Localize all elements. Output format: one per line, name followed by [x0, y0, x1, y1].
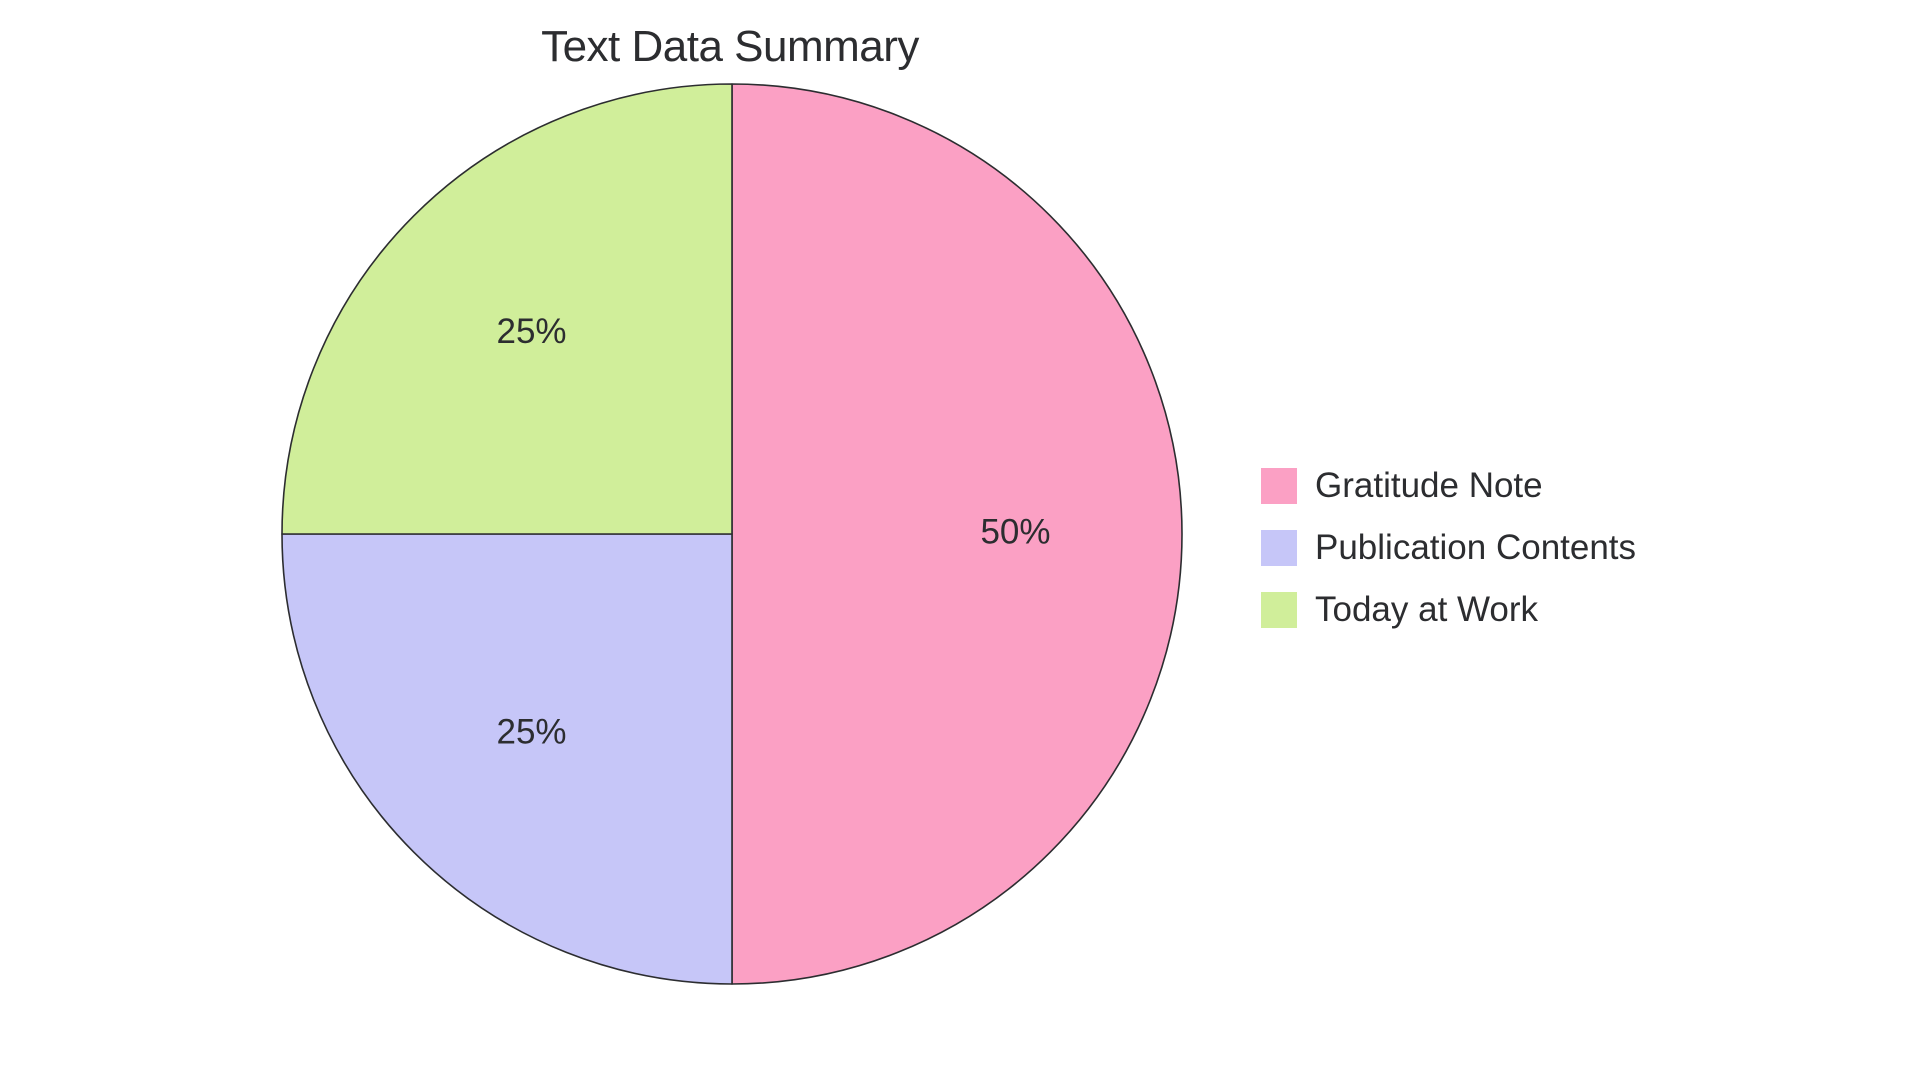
legend-swatch	[1261, 530, 1297, 566]
legend-label: Today at Work	[1315, 590, 1538, 630]
slice-percent-label: 50%	[980, 512, 1050, 551]
chart-legend: Gratitude Note Publication Contents Today …	[1261, 466, 1636, 630]
legend-swatch	[1261, 592, 1297, 628]
pie-slice	[282, 534, 732, 984]
legend-item: Publication Contents	[1261, 528, 1636, 568]
legend-item: Today at Work	[1261, 590, 1636, 630]
pie-slice	[282, 84, 732, 534]
chart-stage: Text Data Summary 50%25%25% Gratitude No…	[0, 0, 1920, 1080]
legend-label: Publication Contents	[1315, 528, 1636, 568]
slice-percent-label: 25%	[497, 713, 567, 752]
pie-slice	[732, 84, 1182, 984]
legend-label: Gratitude Note	[1315, 466, 1543, 506]
legend-item: Gratitude Note	[1261, 466, 1636, 506]
slice-percent-label: 25%	[497, 312, 567, 351]
legend-swatch	[1261, 468, 1297, 504]
